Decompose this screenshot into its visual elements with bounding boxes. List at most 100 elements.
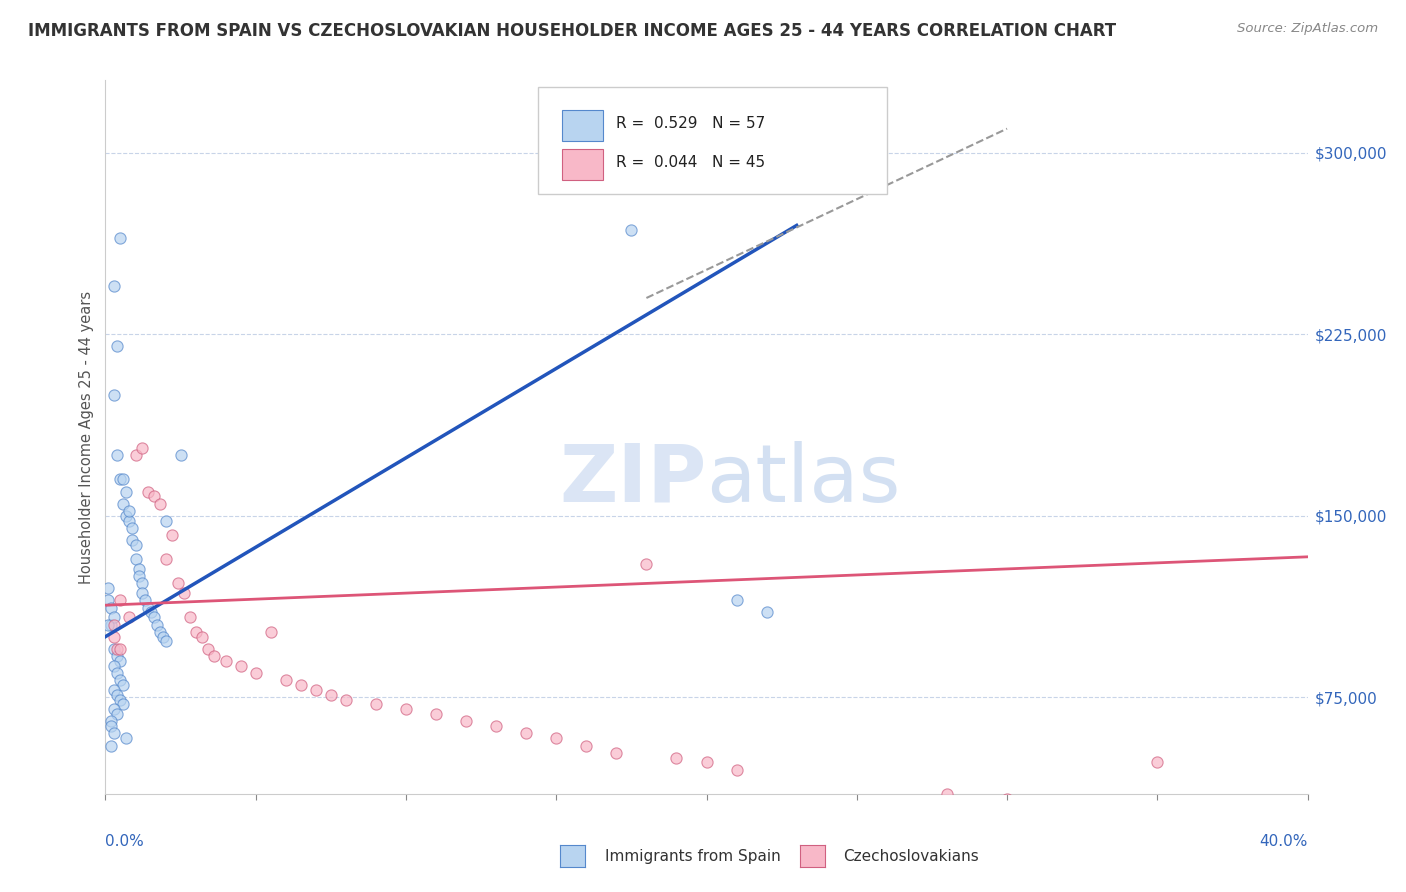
Point [110,654,132,668]
Point [124,448,146,462]
Point [100,739,122,753]
Point [107,339,129,353]
Point [128,562,150,576]
Point [115,484,138,499]
Point [124,552,146,566]
Point [515,726,537,740]
Point [100,714,122,729]
Text: 0.0%: 0.0% [105,834,145,849]
Point [148,497,170,511]
Point [103,682,125,697]
Point [245,665,267,680]
Point [112,698,135,712]
Point [425,707,447,722]
Point [110,673,132,688]
Point [103,630,125,644]
Point [131,576,153,591]
Point [395,702,418,716]
Point [107,648,129,663]
FancyBboxPatch shape [562,110,603,141]
Point [107,641,129,656]
Point [260,624,283,639]
Point [190,630,212,644]
Point [319,688,342,702]
Text: Source: ZipAtlas.com: Source: ZipAtlas.com [1237,22,1378,36]
Point [139,606,162,620]
Point [575,739,598,753]
Point [103,388,125,402]
Point [110,472,132,486]
Text: R =  0.044   N = 45: R = 0.044 N = 45 [616,155,765,169]
Point [97,593,120,607]
Point [214,654,236,668]
Point [136,484,159,499]
Point [229,658,252,673]
Point [121,521,143,535]
Point [725,593,748,607]
Point [605,746,627,760]
Point [636,557,658,571]
Y-axis label: Householder Income Ages 25 - 44 years: Householder Income Ages 25 - 44 years [79,291,94,583]
Point [179,610,201,624]
Point [725,763,748,777]
Point [936,787,959,801]
Point [305,682,328,697]
Point [131,586,153,600]
Point [166,576,188,591]
Point [131,441,153,455]
Point [485,719,508,733]
Point [169,448,191,462]
Point [110,692,132,706]
Point [173,586,195,600]
Point [107,448,129,462]
Point [103,610,125,624]
Point [197,641,219,656]
Point [107,688,129,702]
Point [103,617,125,632]
Point [290,678,312,692]
Point [145,617,167,632]
Text: ZIP: ZIP [560,441,707,519]
Point [110,230,132,244]
Point [103,641,125,656]
Point [995,791,1018,805]
Text: Czechoslovakians: Czechoslovakians [844,849,980,863]
Point [103,726,125,740]
Text: R =  0.529   N = 57: R = 0.529 N = 57 [616,116,766,130]
Point [202,648,225,663]
Point [118,504,141,518]
FancyBboxPatch shape [562,149,603,180]
Point [118,610,141,624]
Point [160,528,183,542]
Point [100,617,122,632]
FancyBboxPatch shape [538,87,887,194]
Point [124,538,146,552]
Point [110,641,132,656]
Point [335,692,357,706]
Point [142,489,165,503]
Point [1146,756,1168,770]
Point [274,673,297,688]
Point [665,750,688,764]
Point [100,719,122,733]
Point [148,624,170,639]
Point [152,630,174,644]
Point [696,756,718,770]
Point [128,569,150,583]
Text: 40.0%: 40.0% [1260,834,1308,849]
Point [755,606,778,620]
Point [136,600,159,615]
Point [142,610,165,624]
Point [454,714,477,729]
Point [121,533,143,547]
Point [107,665,129,680]
Point [134,593,156,607]
Point [112,678,135,692]
Point [118,514,141,528]
Point [155,552,177,566]
Point [620,223,643,237]
Point [112,472,135,486]
Point [155,634,177,648]
Text: atlas: atlas [707,441,901,519]
Point [110,593,132,607]
